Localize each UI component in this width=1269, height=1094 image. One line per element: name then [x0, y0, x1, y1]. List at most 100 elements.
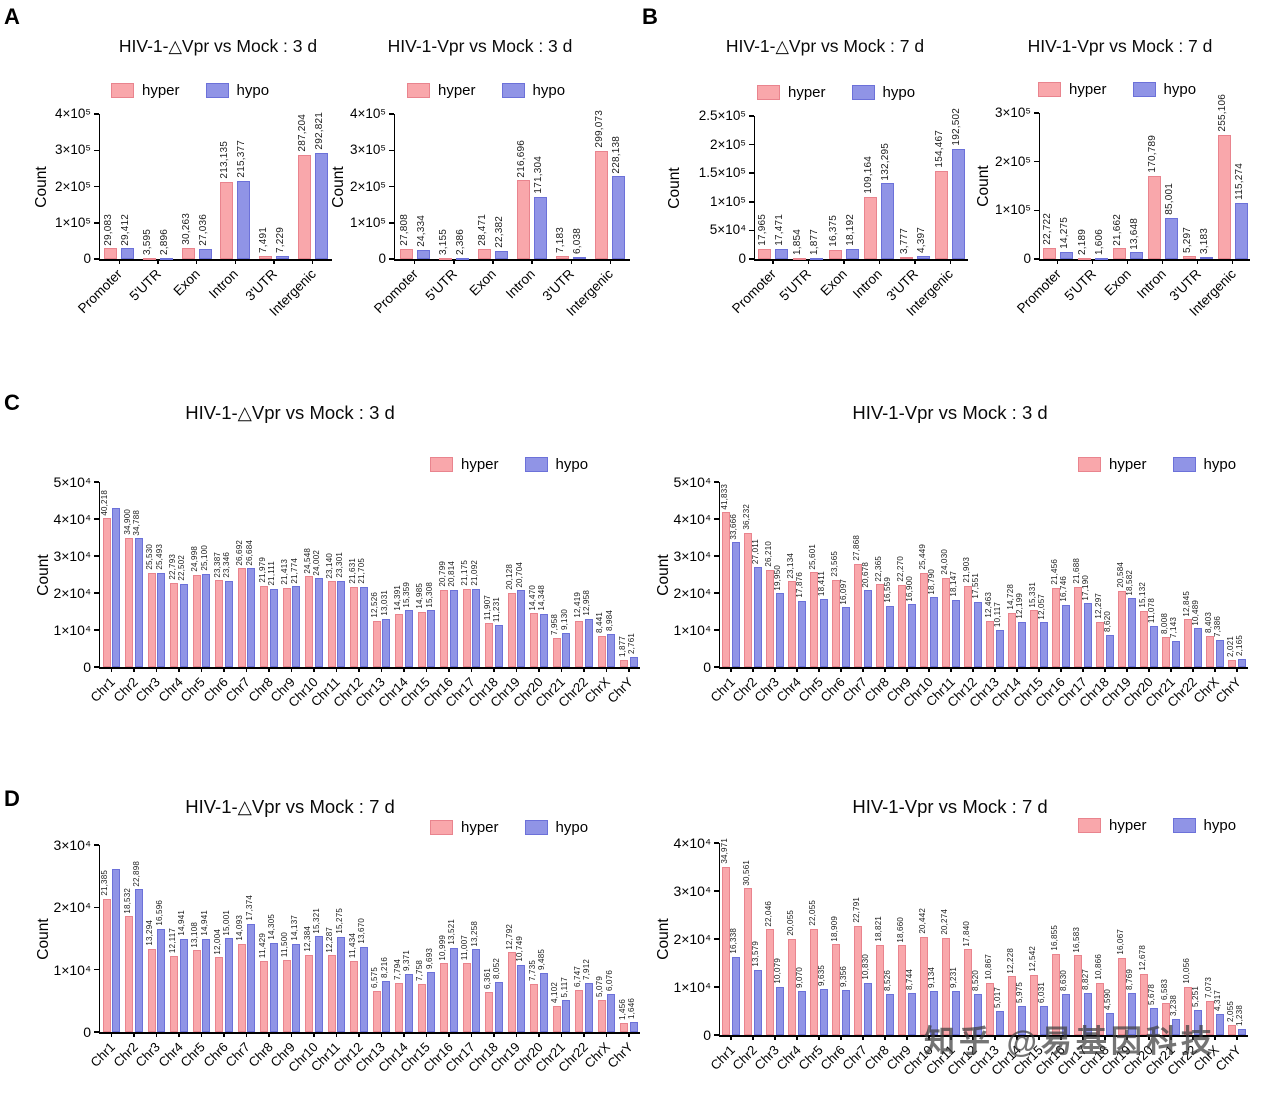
bar-hypo-chr20 — [539, 972, 548, 1032]
bar-hypo-chr15 — [427, 971, 435, 1032]
bar-label: 10,830 — [861, 954, 871, 981]
bar-label: 22,046 — [763, 900, 773, 927]
bar-hyper-chr16 — [1052, 954, 1061, 1035]
legend-hyper-label: hyper — [142, 82, 180, 99]
bar-label: 14,985 — [415, 582, 424, 609]
bar-hyper-intron — [517, 180, 531, 259]
bar-label: 24,998 — [190, 545, 199, 572]
bar-hypo-chr11 — [951, 990, 960, 1035]
bar-label: 18,660 — [895, 916, 905, 943]
bar-label: 12,004 — [212, 928, 222, 955]
bar-hyper-intergenic — [935, 170, 949, 259]
bar-label: 27,868 — [851, 535, 861, 561]
bar-label: 14,137 — [289, 915, 299, 941]
bar-hypo-chr8 — [269, 588, 278, 667]
legend-item-hyper: hyper — [1038, 81, 1107, 98]
x-tick-mark — [290, 1032, 292, 1037]
bar-hypo-chr12 — [359, 586, 368, 667]
y-tick-label: 1×10⁵ — [349, 214, 386, 230]
y-axis-line — [718, 482, 720, 667]
bar-hyper-chr4 — [170, 956, 178, 1032]
bar-hyper-chr20 — [530, 983, 538, 1032]
bar-hypo-chr12 — [359, 946, 368, 1032]
bar-label: 15,132 — [1137, 582, 1147, 609]
bar-label: 20,678 — [861, 561, 871, 588]
x-tick-mark — [403, 1032, 405, 1037]
bar-label: 22,502 — [177, 555, 186, 581]
bar-hypo-chr9 — [907, 993, 916, 1035]
x-tick-mark — [1126, 259, 1129, 264]
y-tick-mark — [713, 938, 719, 940]
bar-label: 15,275 — [334, 908, 344, 934]
bar-hyper-chry — [1228, 659, 1237, 667]
bar-label: 1,877 — [617, 636, 627, 658]
bar-label: 15,321 — [312, 907, 321, 934]
x-tick-mark — [994, 1035, 996, 1040]
y-tick-mark — [748, 201, 754, 203]
bar-label: 23,301 — [334, 552, 344, 578]
legend: hyper hypo — [1078, 817, 1262, 838]
x-tick-mark — [1236, 1035, 1238, 1040]
x-tick-mark — [110, 1032, 112, 1037]
x-tick-mark — [1126, 1035, 1128, 1040]
bar-label: 6,575 — [370, 967, 379, 989]
bar-label: 17,965 — [756, 213, 768, 246]
x-tick-mark — [774, 1035, 776, 1040]
bar-hyper-chr5 — [192, 950, 201, 1032]
x-tick-mark — [425, 1032, 427, 1037]
y-tick-label: 0 — [738, 251, 746, 266]
bar-hypo-exon — [494, 250, 508, 259]
x-tick-mark — [493, 1032, 495, 1037]
x-tick-mark — [583, 1032, 585, 1037]
bar-hyper-chr17 — [1074, 955, 1083, 1035]
bar-hyper-promoter — [104, 248, 118, 259]
x-tick-mark — [178, 1032, 180, 1037]
x-tick-mark — [200, 1032, 202, 1037]
bar-hypo-chr3 — [157, 572, 165, 667]
x-tick-mark — [403, 667, 405, 672]
y-axis-line — [98, 114, 100, 259]
bar-hypo-chr13 — [995, 1010, 1004, 1035]
bar-hypo-chr1 — [112, 869, 120, 1032]
bar-label: 6,361 — [482, 968, 492, 990]
bar-hyper-chr9 — [282, 587, 291, 667]
bar-label: 7,958 — [550, 613, 559, 635]
bar-hypo-chr11 — [337, 580, 345, 667]
bar-hypo-chr21 — [562, 633, 570, 667]
bar-label: 7,794 — [392, 959, 402, 981]
y-tick-label: 0 — [378, 251, 386, 266]
bar-hyper-chr17 — [462, 963, 471, 1032]
x-tick-mark — [195, 259, 198, 264]
bar-label: 10,866 — [1093, 954, 1103, 980]
x-axis-line — [753, 259, 968, 261]
bar-hypo-chr4 — [179, 938, 188, 1032]
bar-hyper-chr17 — [1074, 586, 1083, 667]
x-tick-mark — [840, 667, 842, 672]
bar-label: 41,833 — [719, 483, 729, 510]
x-tick-mark — [1082, 667, 1084, 672]
bar-label: 9,356 — [839, 966, 849, 988]
bar-label: 8,526 — [883, 970, 893, 992]
bar-hyper-chr8 — [260, 960, 268, 1032]
bar-hypo-chr20 — [539, 613, 548, 667]
bar-label: 1,854 — [792, 228, 804, 255]
y-tick-mark — [713, 481, 719, 483]
bar-hypo-chr22 — [1193, 628, 1202, 667]
bar-label: 26,210 — [763, 541, 773, 568]
bar-hyper-chr11 — [942, 578, 951, 667]
chart-b2: HIV-1-Vpr vs Mock : 7 d Count 0 1×10⁵ 2×10⁵… — [975, 24, 1269, 374]
bar-label: 6,076 — [604, 970, 614, 992]
bar-label: 29,083 — [103, 213, 115, 246]
bar-hypo-chr7 — [863, 590, 872, 667]
bar-label: 1,646 — [627, 997, 636, 1019]
bar-hyper-chr3 — [147, 949, 156, 1032]
y-tick-mark — [748, 143, 754, 146]
bar-label: 21,456 — [1049, 558, 1059, 585]
bar-hypo-chr5 — [819, 598, 828, 667]
y-tick-mark — [388, 113, 394, 115]
bar-label: 170,789 — [1146, 135, 1158, 173]
bar-label: 13,108 — [190, 921, 199, 948]
bar-hypo-chr17 — [472, 949, 480, 1032]
x-tick-mark — [313, 667, 315, 672]
y-tick-mark — [93, 222, 99, 224]
